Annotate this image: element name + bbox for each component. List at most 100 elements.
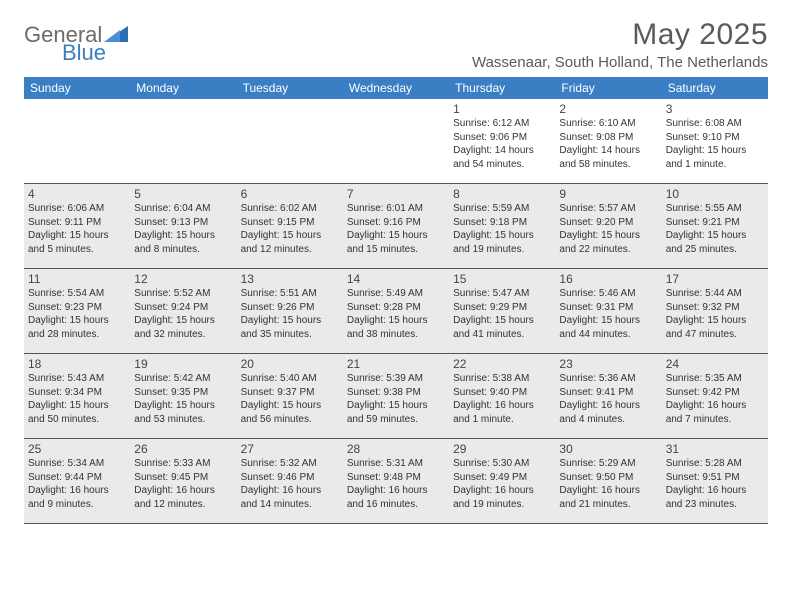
day-number: 4 (28, 187, 126, 201)
day-cell: 13Sunrise: 5:51 AMSunset: 9:26 PMDayligh… (237, 269, 343, 353)
day-cell: 26Sunrise: 5:33 AMSunset: 9:45 PMDayligh… (130, 439, 236, 523)
calendar-grid: SundayMondayTuesdayWednesdayThursdayFrid… (24, 77, 768, 524)
day-number: 5 (134, 187, 232, 201)
day-number: 14 (347, 272, 445, 286)
week-row: 4Sunrise: 6:06 AMSunset: 9:11 PMDaylight… (24, 184, 768, 269)
title-block: May 2025 Wassenaar, South Holland, The N… (472, 18, 768, 71)
day-number: 25 (28, 442, 126, 456)
day-number: 20 (241, 357, 339, 371)
day-number: 31 (666, 442, 764, 456)
weeks-container: 1Sunrise: 6:12 AMSunset: 9:06 PMDaylight… (24, 99, 768, 524)
day-number: 27 (241, 442, 339, 456)
day-info: Sunrise: 5:29 AMSunset: 9:50 PMDaylight:… (559, 457, 657, 511)
day-number: 10 (666, 187, 764, 201)
day-cell: 27Sunrise: 5:32 AMSunset: 9:46 PMDayligh… (237, 439, 343, 523)
day-cell: 16Sunrise: 5:46 AMSunset: 9:31 PMDayligh… (555, 269, 661, 353)
day-cell (130, 99, 236, 183)
day-cell: 7Sunrise: 6:01 AMSunset: 9:16 PMDaylight… (343, 184, 449, 268)
day-number: 21 (347, 357, 445, 371)
day-cell: 5Sunrise: 6:04 AMSunset: 9:13 PMDaylight… (130, 184, 236, 268)
location-text: Wassenaar, South Holland, The Netherland… (472, 54, 768, 71)
day-info: Sunrise: 5:55 AMSunset: 9:21 PMDaylight:… (666, 202, 764, 256)
day-number: 12 (134, 272, 232, 286)
week-row: 18Sunrise: 5:43 AMSunset: 9:34 PMDayligh… (24, 354, 768, 439)
day-info: Sunrise: 5:32 AMSunset: 9:46 PMDaylight:… (241, 457, 339, 511)
brand-logo: GeneralBlue (24, 24, 128, 64)
day-cell: 31Sunrise: 5:28 AMSunset: 9:51 PMDayligh… (662, 439, 768, 523)
day-cell: 17Sunrise: 5:44 AMSunset: 9:32 PMDayligh… (662, 269, 768, 353)
day-info: Sunrise: 6:02 AMSunset: 9:15 PMDaylight:… (241, 202, 339, 256)
day-cell: 8Sunrise: 5:59 AMSunset: 9:18 PMDaylight… (449, 184, 555, 268)
weekday-sunday: Sunday (24, 77, 130, 99)
day-info: Sunrise: 5:49 AMSunset: 9:28 PMDaylight:… (347, 287, 445, 341)
day-number: 29 (453, 442, 551, 456)
weekday-friday: Friday (555, 77, 661, 99)
day-info: Sunrise: 5:42 AMSunset: 9:35 PMDaylight:… (134, 372, 232, 426)
day-number: 16 (559, 272, 657, 286)
day-info: Sunrise: 5:31 AMSunset: 9:48 PMDaylight:… (347, 457, 445, 511)
day-cell: 1Sunrise: 6:12 AMSunset: 9:06 PMDaylight… (449, 99, 555, 183)
week-row: 1Sunrise: 6:12 AMSunset: 9:06 PMDaylight… (24, 99, 768, 184)
day-info: Sunrise: 5:30 AMSunset: 9:49 PMDaylight:… (453, 457, 551, 511)
day-number: 11 (28, 272, 126, 286)
day-info: Sunrise: 6:12 AMSunset: 9:06 PMDaylight:… (453, 117, 551, 171)
day-number: 9 (559, 187, 657, 201)
day-number: 28 (347, 442, 445, 456)
day-cell: 18Sunrise: 5:43 AMSunset: 9:34 PMDayligh… (24, 354, 130, 438)
day-number: 17 (666, 272, 764, 286)
day-cell: 9Sunrise: 5:57 AMSunset: 9:20 PMDaylight… (555, 184, 661, 268)
day-info: Sunrise: 5:52 AMSunset: 9:24 PMDaylight:… (134, 287, 232, 341)
day-info: Sunrise: 6:01 AMSunset: 9:16 PMDaylight:… (347, 202, 445, 256)
day-info: Sunrise: 5:54 AMSunset: 9:23 PMDaylight:… (28, 287, 126, 341)
brand-part2: Blue (62, 42, 128, 64)
day-cell: 4Sunrise: 6:06 AMSunset: 9:11 PMDaylight… (24, 184, 130, 268)
day-cell: 3Sunrise: 6:08 AMSunset: 9:10 PMDaylight… (662, 99, 768, 183)
day-cell: 6Sunrise: 6:02 AMSunset: 9:15 PMDaylight… (237, 184, 343, 268)
day-info: Sunrise: 5:57 AMSunset: 9:20 PMDaylight:… (559, 202, 657, 256)
weekday-header-row: SundayMondayTuesdayWednesdayThursdayFrid… (24, 77, 768, 99)
day-number: 2 (559, 102, 657, 116)
day-info: Sunrise: 5:43 AMSunset: 9:34 PMDaylight:… (28, 372, 126, 426)
day-number: 1 (453, 102, 551, 116)
day-number: 6 (241, 187, 339, 201)
day-cell: 23Sunrise: 5:36 AMSunset: 9:41 PMDayligh… (555, 354, 661, 438)
day-cell: 29Sunrise: 5:30 AMSunset: 9:49 PMDayligh… (449, 439, 555, 523)
weekday-thursday: Thursday (449, 77, 555, 99)
day-info: Sunrise: 5:44 AMSunset: 9:32 PMDaylight:… (666, 287, 764, 341)
header: GeneralBlue May 2025 Wassenaar, South Ho… (24, 18, 768, 71)
calendar-page: GeneralBlue May 2025 Wassenaar, South Ho… (0, 0, 792, 542)
day-number: 13 (241, 272, 339, 286)
day-cell: 15Sunrise: 5:47 AMSunset: 9:29 PMDayligh… (449, 269, 555, 353)
day-number: 3 (666, 102, 764, 116)
day-number: 26 (134, 442, 232, 456)
month-title: May 2025 (472, 18, 768, 52)
day-cell: 21Sunrise: 5:39 AMSunset: 9:38 PMDayligh… (343, 354, 449, 438)
weekday-tuesday: Tuesday (237, 77, 343, 99)
day-cell: 2Sunrise: 6:10 AMSunset: 9:08 PMDaylight… (555, 99, 661, 183)
day-info: Sunrise: 5:39 AMSunset: 9:38 PMDaylight:… (347, 372, 445, 426)
day-info: Sunrise: 5:28 AMSunset: 9:51 PMDaylight:… (666, 457, 764, 511)
day-number: 23 (559, 357, 657, 371)
day-info: Sunrise: 5:35 AMSunset: 9:42 PMDaylight:… (666, 372, 764, 426)
day-cell: 20Sunrise: 5:40 AMSunset: 9:37 PMDayligh… (237, 354, 343, 438)
day-cell: 28Sunrise: 5:31 AMSunset: 9:48 PMDayligh… (343, 439, 449, 523)
day-cell: 22Sunrise: 5:38 AMSunset: 9:40 PMDayligh… (449, 354, 555, 438)
day-cell: 14Sunrise: 5:49 AMSunset: 9:28 PMDayligh… (343, 269, 449, 353)
weekday-monday: Monday (130, 77, 236, 99)
day-info: Sunrise: 5:33 AMSunset: 9:45 PMDaylight:… (134, 457, 232, 511)
day-cell: 30Sunrise: 5:29 AMSunset: 9:50 PMDayligh… (555, 439, 661, 523)
day-cell: 12Sunrise: 5:52 AMSunset: 9:24 PMDayligh… (130, 269, 236, 353)
weekday-saturday: Saturday (662, 77, 768, 99)
week-row: 11Sunrise: 5:54 AMSunset: 9:23 PMDayligh… (24, 269, 768, 354)
day-info: Sunrise: 5:38 AMSunset: 9:40 PMDaylight:… (453, 372, 551, 426)
day-cell: 10Sunrise: 5:55 AMSunset: 9:21 PMDayligh… (662, 184, 768, 268)
day-cell (24, 99, 130, 183)
day-info: Sunrise: 6:08 AMSunset: 9:10 PMDaylight:… (666, 117, 764, 171)
weekday-wednesday: Wednesday (343, 77, 449, 99)
day-info: Sunrise: 5:40 AMSunset: 9:37 PMDaylight:… (241, 372, 339, 426)
day-number: 18 (28, 357, 126, 371)
day-info: Sunrise: 6:06 AMSunset: 9:11 PMDaylight:… (28, 202, 126, 256)
day-cell: 24Sunrise: 5:35 AMSunset: 9:42 PMDayligh… (662, 354, 768, 438)
day-cell: 19Sunrise: 5:42 AMSunset: 9:35 PMDayligh… (130, 354, 236, 438)
day-cell: 11Sunrise: 5:54 AMSunset: 9:23 PMDayligh… (24, 269, 130, 353)
